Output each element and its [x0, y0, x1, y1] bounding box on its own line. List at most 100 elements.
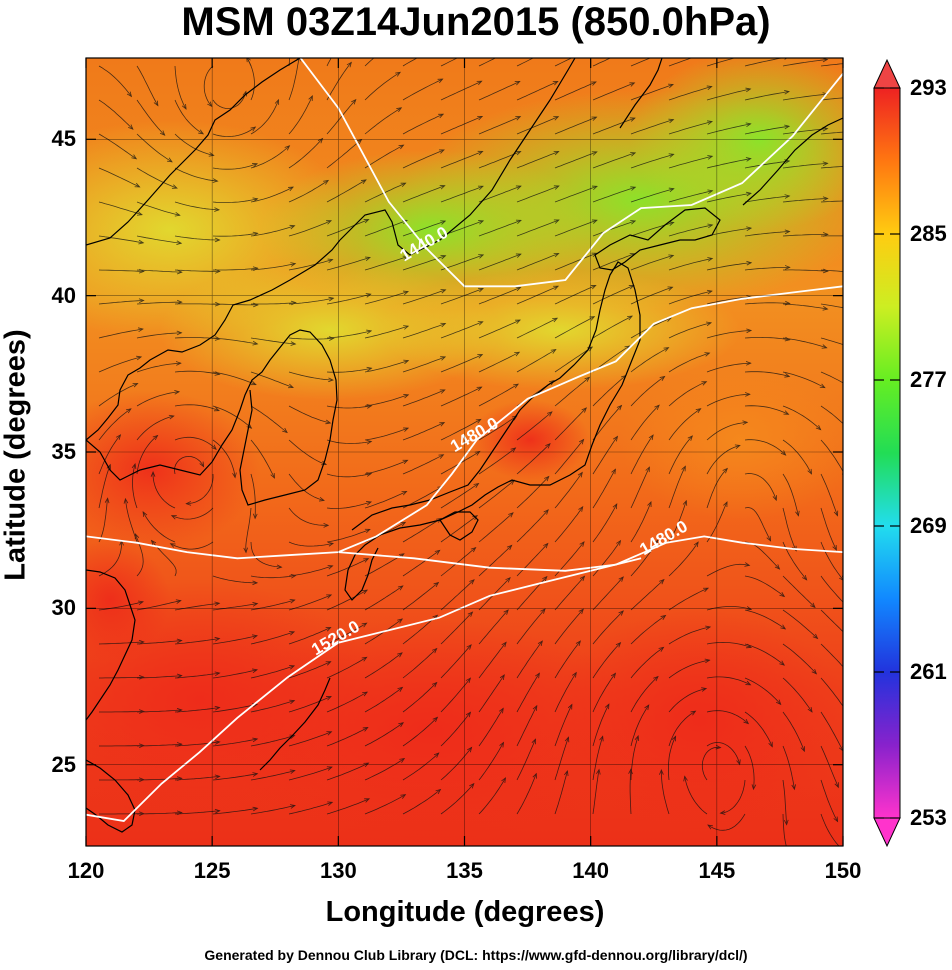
streamline [364, 722, 404, 747]
streamline [706, 330, 752, 339]
streamline [288, 541, 334, 547]
streamline [440, 712, 471, 747]
streamline-arrow [290, 262, 297, 267]
streamline-arrow [644, 704, 650, 711]
streamline [250, 665, 295, 679]
streamline-arrow [861, 234, 866, 238]
streamline [98, 408, 132, 441]
streamline [250, 439, 275, 479]
streamline-arrow [115, 434, 122, 440]
streamline [440, 418, 481, 441]
streamline-arrow [553, 219, 560, 224]
streamline-arrow [802, 574, 808, 581]
streamline-arrow [704, 352, 711, 357]
streamline-arrow [811, 668, 818, 675]
streamline-arrow [548, 380, 555, 386]
streamline [668, 435, 693, 475]
streamline [554, 185, 598, 203]
streamline-arrow [466, 644, 472, 650]
streamline [364, 459, 408, 475]
streamline-arrow [658, 646, 665, 652]
streamline [212, 439, 236, 478]
streamline-arrow [326, 766, 333, 771]
streamline-arrow [630, 186, 637, 191]
streamline [250, 575, 296, 579]
streamline-arrow [543, 509, 549, 515]
streamline-arrow [232, 472, 237, 479]
streamline [440, 288, 484, 305]
streamline-arrow [136, 355, 143, 361]
streamline [250, 145, 290, 169]
streamline-arrow [176, 638, 183, 644]
streamline [478, 116, 521, 135]
streamline [250, 473, 256, 519]
streamline-arrow [532, 704, 538, 711]
streamline-arrow [403, 359, 410, 365]
streamline-arrow [325, 661, 332, 666]
streamline [516, 640, 543, 679]
streamline [701, 746, 721, 781]
streamline-arrow [532, 772, 537, 779]
streamline-arrow [659, 769, 664, 775]
streamline [744, 439, 786, 456]
streamline-arrow [396, 39, 401, 43]
streamline-arrow [176, 269, 183, 275]
streamline [782, 162, 828, 169]
streamline [668, 466, 686, 509]
streamline-arrow [861, 95, 866, 99]
streamline [440, 58, 459, 67]
streamline-arrow [438, 149, 445, 154]
streamline-arrow [469, 579, 475, 585]
streamline [516, 739, 536, 781]
streamline-arrow [579, 575, 586, 582]
streamline-arrow [531, 738, 536, 745]
streamline-arrow [553, 285, 560, 291]
streamline [668, 86, 712, 101]
streamline [326, 589, 368, 611]
streamline [516, 185, 559, 203]
streamline-arrow [325, 419, 332, 425]
streamline [630, 501, 652, 543]
streamline-arrow [514, 351, 521, 357]
streamline [364, 491, 407, 509]
streamline [706, 393, 750, 407]
streamline-arrow [584, 376, 591, 382]
streamline-arrow [779, 591, 786, 598]
streamline-arrow [290, 341, 297, 346]
streamline [554, 407, 587, 441]
streamline [402, 752, 439, 781]
streamline-arrow [628, 768, 633, 775]
streamline [478, 383, 519, 407]
streamline-arrow [214, 705, 221, 711]
streamline-arrow [325, 627, 332, 632]
streamline [326, 762, 369, 781]
streamline [212, 738, 258, 747]
streamline [440, 185, 484, 203]
streamline-arrow [476, 80, 483, 86]
streamline [250, 186, 294, 203]
streamline-arrow [812, 633, 819, 640]
streamline-arrow [653, 539, 659, 546]
streamline [136, 301, 182, 305]
streamline-arrow [501, 641, 507, 648]
streamline [782, 711, 805, 752]
streamline-arrow [832, 544, 837, 551]
streamline-arrow [361, 656, 368, 662]
streamline [706, 158, 751, 169]
streamline-arrow [246, 58, 251, 63]
streamline-arrow [615, 641, 622, 648]
streamline [402, 389, 445, 407]
streamline [554, 58, 573, 67]
streamline [516, 543, 549, 577]
streamline [630, 647, 664, 679]
streamline [668, 626, 711, 645]
x-tick-label: 145 [698, 858, 736, 883]
streamline [516, 443, 551, 475]
streamline [326, 558, 369, 577]
streamline [478, 81, 520, 101]
streamline [125, 498, 138, 543]
streamline [250, 700, 295, 713]
streamline-arrow [152, 434, 159, 441]
streamline-arrow [722, 467, 728, 474]
streamline [364, 687, 403, 713]
